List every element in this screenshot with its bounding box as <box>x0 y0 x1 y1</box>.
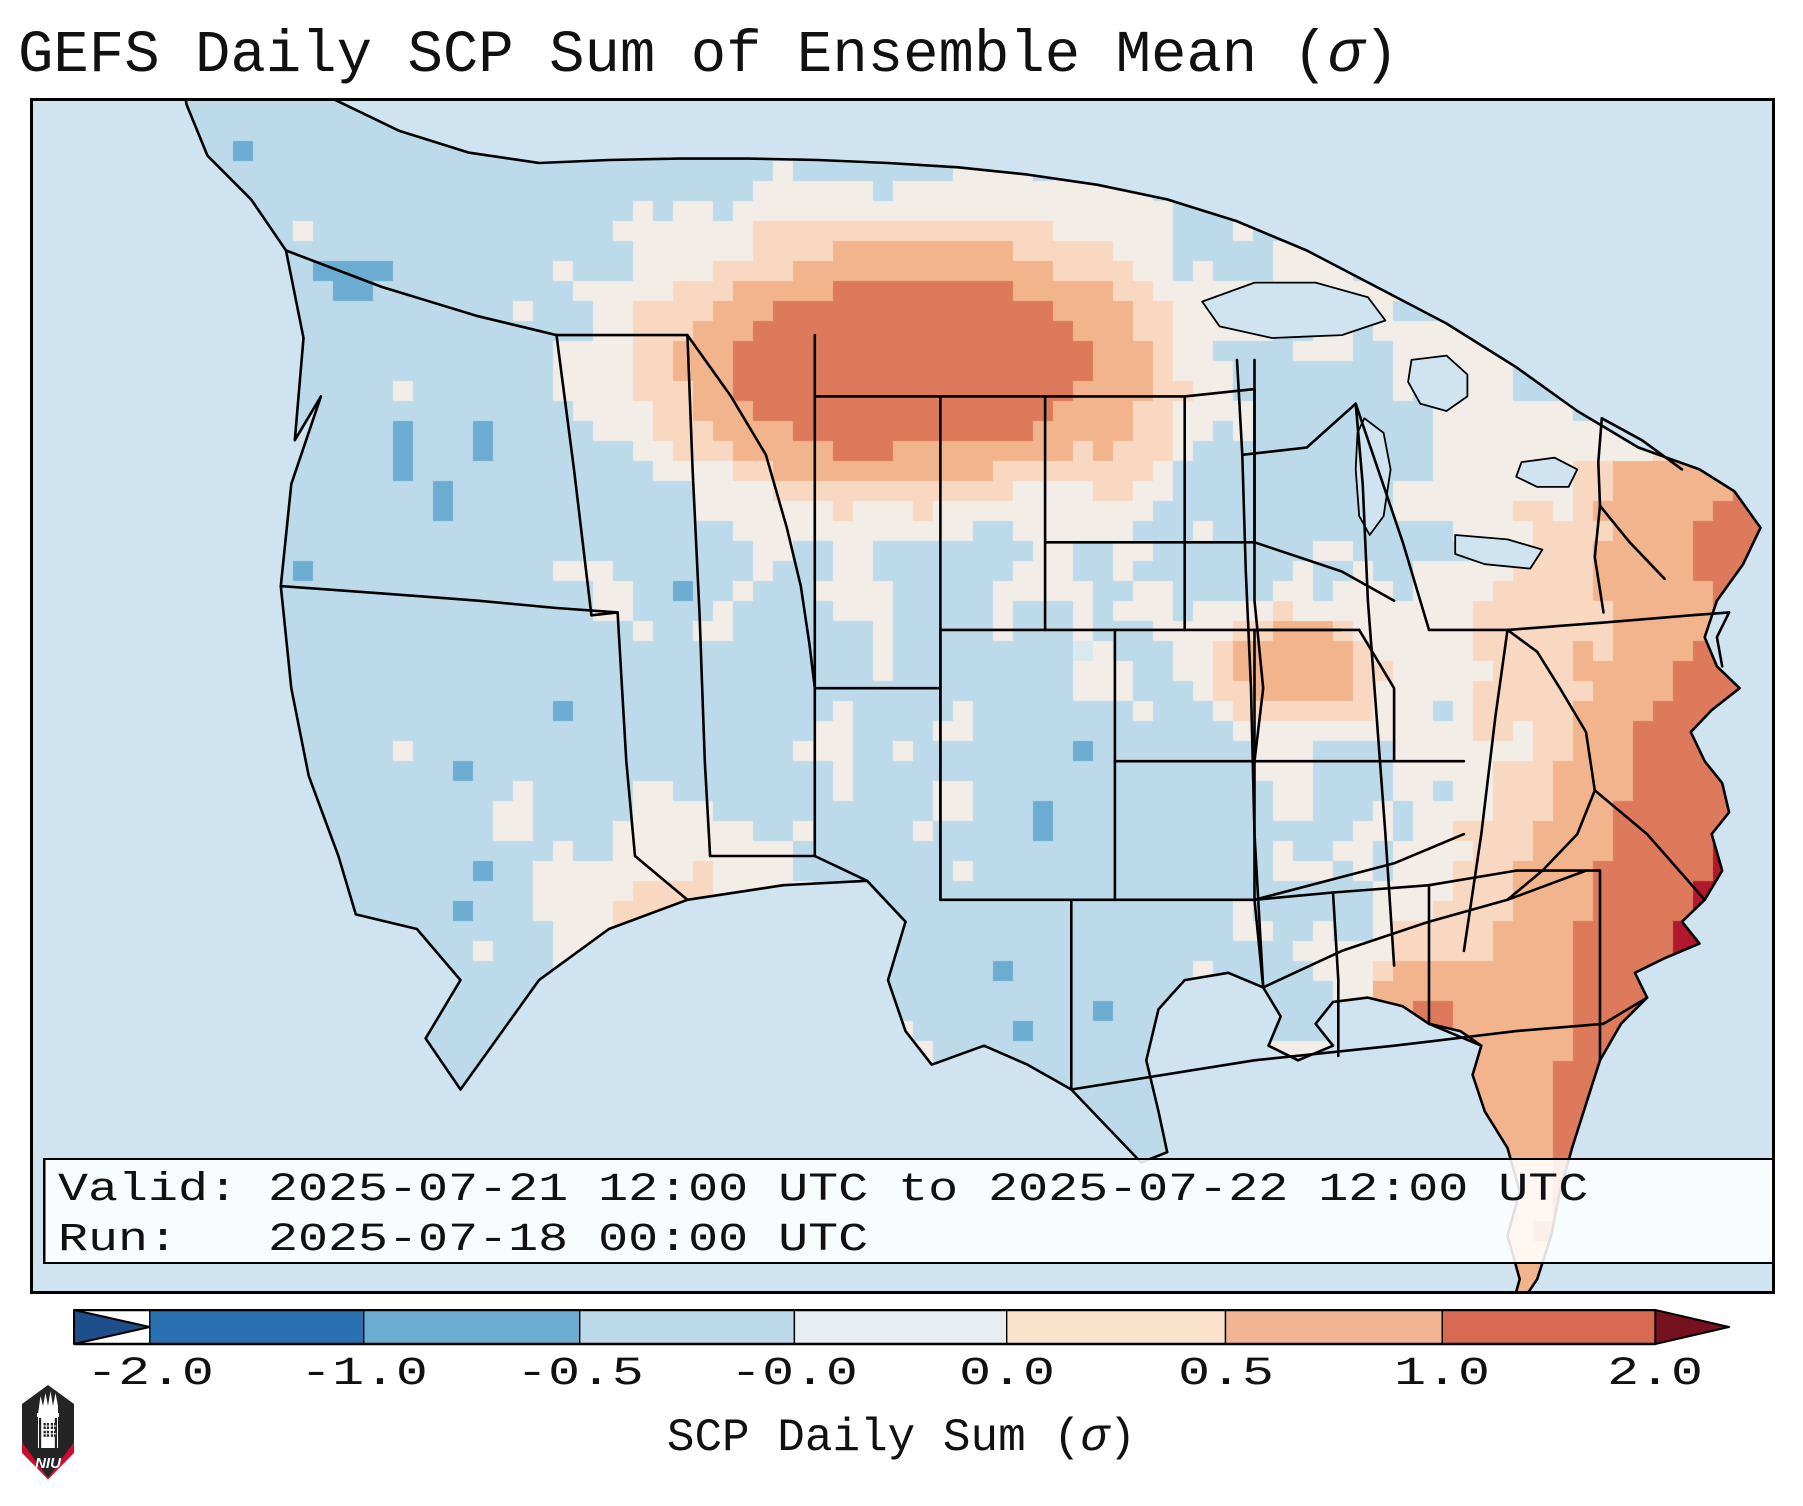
svg-text:NIU: NIU <box>35 1455 62 1472</box>
